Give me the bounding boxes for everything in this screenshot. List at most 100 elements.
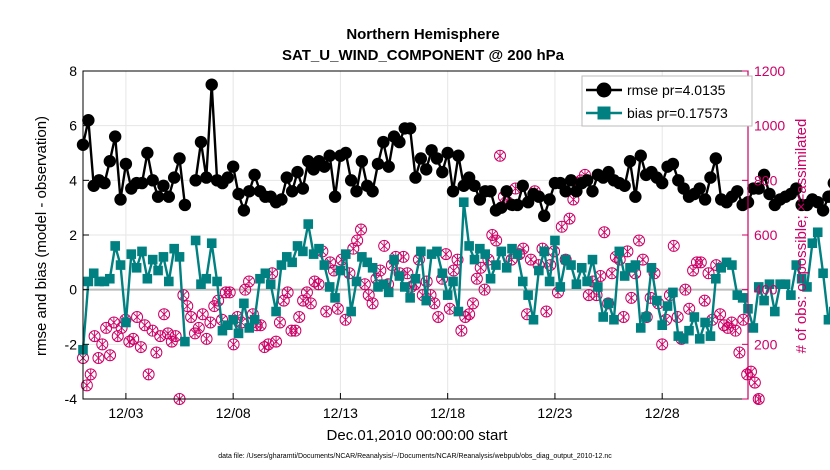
y-tick-label: -2 [65,336,78,352]
obs-marker [378,239,391,252]
rmse-point [495,201,508,214]
bias-point [560,254,571,265]
bias-point [770,306,780,317]
bias-point [475,243,485,254]
obs-marker [617,311,630,323]
obs-marker [366,297,379,310]
rmse-point [98,176,111,190]
rmse-point [436,165,449,179]
bias-point [507,243,517,254]
bias-point [523,290,533,300]
rmse-point [135,176,149,190]
data-file-footnote: data file: /Users/gharamti/Documents/NCA… [218,453,612,460]
bias-point [464,241,474,251]
rmse-point [790,182,803,195]
obs-marker [80,379,93,392]
bias-point [614,246,625,257]
obs-marker [752,393,765,405]
bias-point [324,282,335,292]
bias-point [668,287,678,298]
rmse-point [634,149,647,162]
bias-point [169,243,179,254]
obs-marker [455,324,468,337]
bias-point [566,260,576,270]
bias-point [131,263,142,273]
legend: rmse pr=4.0135 bias pr=0.17573 [581,75,753,127]
obs-marker [351,234,364,247]
obs-marker [439,248,452,261]
y-tick-label: 6 [69,118,77,134]
bias-point [298,246,308,257]
bias-point [587,254,598,265]
bias-point [791,260,802,270]
obs-marker [96,338,109,351]
obs-marker [524,253,537,266]
y-tick-label: -4 [65,391,78,407]
rmse-point [205,78,218,91]
bias-point [196,279,206,289]
bias-point [501,263,512,273]
rmse-point [468,179,481,192]
bias-point [281,252,292,262]
bias-point [255,273,265,284]
rmse-point [393,135,406,149]
obs-marker [169,330,182,343]
rmse-point [731,185,744,198]
rmse-point [623,155,637,168]
bias-point [265,279,276,289]
bias-point [244,323,255,333]
rmse-point [178,198,192,212]
bias-point [201,273,212,284]
rmse-point [173,152,186,165]
bias-point [657,320,667,330]
bias-point [807,238,818,248]
y-right-tick-label: 600 [754,227,778,243]
obs-marker [142,368,155,381]
rmse-point [189,174,202,187]
bias-point [260,268,271,279]
bias-point [110,241,120,251]
bias-point [83,276,94,287]
rmse-point [318,160,331,173]
bias-point [362,257,373,268]
bias-point [410,273,421,284]
bias-point [405,293,415,303]
bias-point [239,298,249,309]
bias-point [399,282,410,292]
bias-point [373,282,383,292]
obs-marker [192,321,205,334]
bias-point [705,331,716,341]
bias-point [88,268,99,279]
obs-marker [563,212,576,225]
obs-marker [694,256,707,269]
bias-point [142,273,153,284]
rmse-point [629,190,642,203]
rmse-point [248,168,261,182]
obs-marker [331,302,344,315]
obs-marker [733,346,746,359]
obs-count-series [77,149,765,405]
bias-point [689,312,700,322]
chart-title: Northern Hemisphere [346,26,499,43]
bias-point [753,282,764,292]
rmse-point [500,185,513,198]
rmse-point [420,163,433,176]
obs-marker [177,289,190,302]
bias-point [292,241,303,251]
obs-marker [223,286,236,299]
rmse-series [76,78,830,223]
obs-marker [320,305,333,318]
rmse-point [698,193,712,206]
obs-marker [88,330,101,343]
rmse-point [816,204,830,217]
obs-marker [131,311,144,323]
rmse-point [243,185,256,198]
obs-marker [729,324,742,337]
bias-point [818,268,828,279]
bias-point [314,243,324,254]
bias-point [491,260,501,270]
bias-point [748,323,759,333]
rmse-point [162,190,176,203]
bias-point [319,260,330,270]
